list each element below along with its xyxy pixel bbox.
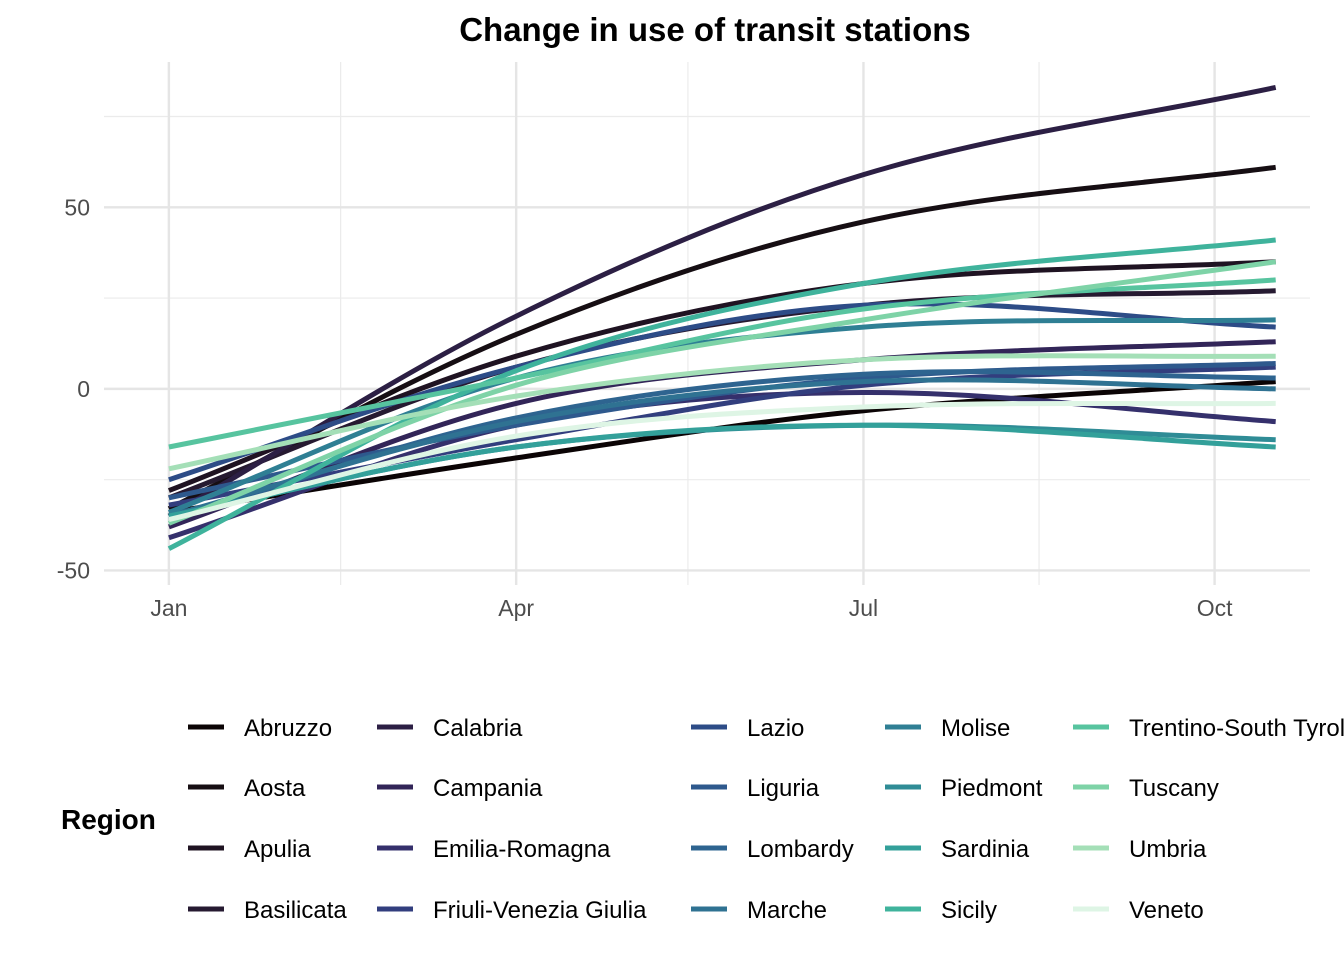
legend-label-apulia: Apulia	[244, 836, 311, 863]
legend-label-veneto: Veneto	[1129, 897, 1204, 924]
legend-label-emilia-romagna: Emilia-Romagna	[433, 836, 611, 863]
minor-gridlines	[104, 62, 1310, 585]
legend-label-lombardy: Lombardy	[747, 836, 854, 863]
chart-title: Change in use of transit stations	[459, 11, 971, 48]
y-tick-label: 50	[64, 194, 90, 220]
series-line-trentino-south-tyrol	[168, 277, 1276, 450]
legend-label-umbria: Umbria	[1129, 836, 1207, 863]
x-tick-label: Oct	[1197, 595, 1233, 621]
x-tick-label: Jan	[150, 595, 187, 621]
x-tick-label: Apr	[498, 595, 534, 621]
legend-label-abruzzo: Abruzzo	[244, 715, 332, 742]
series-line-veneto	[168, 400, 1276, 523]
x-axis-ticks: Jan Apr Jul Oct	[150, 595, 1233, 621]
legend-label-basilicata: Basilicata	[244, 897, 347, 924]
legend-label-sardinia: Sardinia	[941, 836, 1030, 863]
legend-label-campania: Campania	[433, 775, 543, 802]
series-line-sicily	[167, 237, 1276, 551]
legend-label-molise: Molise	[941, 715, 1010, 742]
series-line-marche	[168, 377, 1276, 519]
y-axis-ticks: -50 0 50	[57, 194, 90, 583]
legend-label-piedmont: Piedmont	[941, 775, 1043, 802]
series-line-lazio	[168, 301, 1276, 483]
series-lines	[167, 84, 1277, 551]
legend-label-liguria: Liguria	[747, 775, 820, 802]
series-line-piedmont	[168, 422, 1276, 519]
legend-label-tuscany: Tuscany	[1129, 775, 1219, 802]
series-line-umbria	[168, 353, 1276, 472]
legend-label-aosta: Aosta	[244, 775, 306, 802]
legend-label-friuli-venezia-giulia: Friuli-Venezia Giulia	[433, 897, 647, 924]
legend-label-calabria: Calabria	[433, 715, 523, 742]
legend-label-trentino-south-tyrol: Trentino-South Tyrol	[1129, 715, 1344, 742]
series-line-tuscany	[167, 259, 1277, 526]
x-tick-label: Jul	[849, 595, 878, 621]
legend-title: Region	[61, 804, 156, 835]
y-tick-label: -50	[57, 557, 90, 583]
y-tick-label: 0	[77, 376, 90, 402]
legend-label-marche: Marche	[747, 897, 827, 924]
legend-label-lazio: Lazio	[747, 715, 804, 742]
legend-label-sicily: Sicily	[941, 897, 997, 924]
legend: Abruzzo Aosta Apulia Basilicata Calabria Camp…	[188, 715, 1344, 924]
series-line-sardinia	[168, 422, 1276, 519]
